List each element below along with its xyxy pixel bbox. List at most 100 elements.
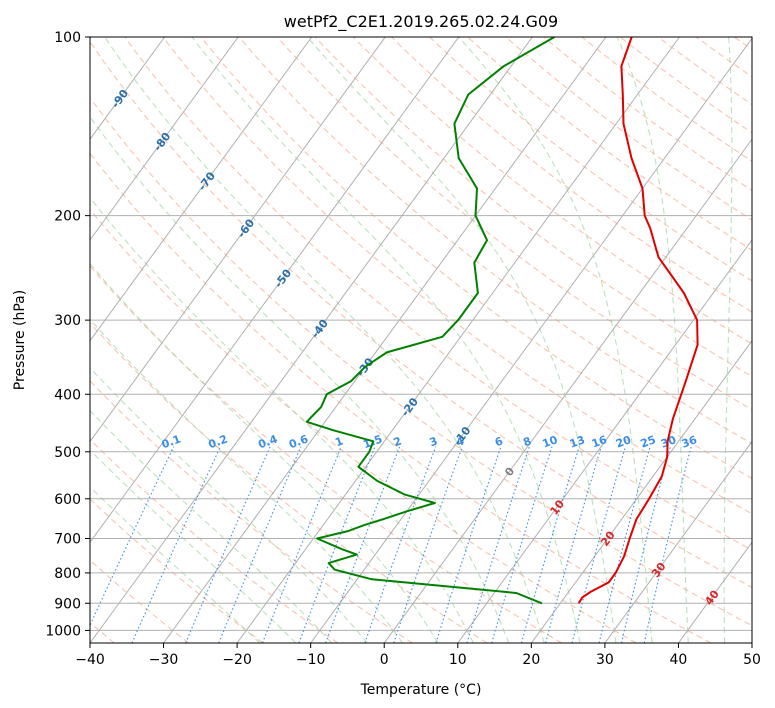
y-tick-label: 700: [54, 532, 81, 548]
isotherm-line: [90, 37, 386, 443]
mixing-ratio-line: [621, 446, 672, 643]
dry-adiabat-line: [162, 37, 752, 515]
mixing-ratio-label: 0.6: [287, 432, 310, 451]
moist-adiabat-line: [90, 449, 297, 643]
x-axis-label: Temperature (°C): [360, 682, 482, 698]
dry-adiabat-line: [429, 37, 752, 282]
mixing-ratio-line: [393, 446, 463, 643]
mixing-ratio-label: 6: [493, 434, 505, 449]
mixing-ratio-line: [185, 446, 271, 643]
mixing-ratio-label: 0.4: [256, 432, 279, 451]
x-tick-label: −30: [149, 652, 179, 668]
y-tick-label: 300: [54, 313, 81, 329]
chart-title: wetPf2_C2E1.2019.265.02.24.G09: [284, 12, 558, 32]
mixing-ratio-label: 16: [590, 433, 609, 451]
dry-adiabat-line: [353, 37, 752, 345]
mixing-ratio-label: 13: [568, 433, 587, 450]
isotherm-line: [604, 440, 752, 643]
y-tick-label: 600: [54, 492, 81, 508]
dry-adiabat-line: [90, 96, 752, 627]
x-tick-label: 20: [522, 652, 540, 668]
x-tick-label: −10: [296, 652, 326, 668]
moist-adiabat-line: [191, 37, 581, 643]
mixing-ratio-line: [90, 446, 175, 627]
isotherm-line: [90, 37, 313, 342]
dewpoint-profile-line: [305, 37, 555, 605]
mixing-ratio-label: 1: [333, 434, 345, 449]
dry-adiabat-line: [581, 37, 752, 162]
x-tick-label: −20: [222, 652, 252, 668]
isotherm-line: [457, 239, 752, 643]
isotherm-line: [90, 37, 166, 141]
mixing-ratio-label: 3: [428, 434, 440, 449]
isotherm-line: [530, 339, 752, 643]
dry-adiabat-line: [90, 498, 264, 643]
isotherm-line: [310, 37, 752, 643]
mixing-ratio-label: 20: [614, 433, 633, 451]
isotherm-line: [90, 37, 533, 643]
moist-adiabat-line: [90, 262, 439, 643]
mixing-ratio-label: 0.1: [160, 432, 183, 451]
isotherm-line: [751, 642, 752, 643]
dry-adiabat-line: [124, 37, 752, 551]
isotherm-label: -100: [60, 47, 87, 77]
y-tick-label: 1000: [45, 623, 81, 639]
mixing-ratio-line: [571, 446, 627, 643]
x-tick-label: 10: [449, 652, 467, 668]
mixing-ratio-line: [466, 446, 530, 643]
moist-adiabat-line: [90, 486, 261, 643]
moist-adiabat-line: [90, 410, 333, 643]
y-tick-label: 900: [54, 596, 81, 612]
isotherm-line: [90, 37, 239, 241]
y-tick-label: 500: [54, 445, 81, 461]
dry-adiabat-line: [90, 322, 488, 643]
mixing-ratio-line: [364, 446, 437, 643]
x-tick-label: 50: [743, 652, 761, 668]
moist-adiabat-line: [90, 115, 510, 643]
y-tick-label: 800: [54, 566, 81, 582]
moist-adiabat-line: [616, 37, 689, 643]
mixing-ratio-line: [520, 446, 580, 643]
y-tick-label: 400: [54, 387, 81, 403]
plot-background: [90, 37, 752, 643]
dry-adiabat-line: [238, 37, 752, 445]
x-tick-label: 0: [380, 652, 389, 668]
mixing-ratio-label: 8: [522, 434, 534, 449]
isotherm-line: [163, 37, 607, 643]
mixing-ratio-label: 25: [639, 433, 658, 450]
mixing-ratio-line: [218, 446, 302, 643]
dry-adiabat-line: [391, 37, 752, 313]
moist-adiabat-line: [90, 196, 474, 643]
mixing-ratio-label: 2: [392, 434, 404, 449]
background-lines: [90, 37, 752, 643]
mixing-ratio-line: [545, 446, 602, 643]
x-tick-label: 30: [596, 652, 614, 668]
mixing-ratio-line: [325, 446, 401, 643]
mixing-ratio-label: 30: [659, 433, 678, 451]
x-tick-label: 40: [670, 652, 688, 668]
mixing-ratio-label: 36: [680, 433, 699, 451]
dry-adiabat-line: [90, 208, 637, 643]
plot-frame: [89, 36, 753, 644]
axes: −40 −30 −20 −10 0 10 20 30 40 5010020030040050060…: [45, 30, 761, 668]
mixing-ratio-line: [598, 446, 651, 643]
y-tick-label: 100: [54, 30, 81, 46]
mixing-ratio-label: 0.2: [207, 432, 230, 451]
mixing-ratio-label: 4: [454, 434, 466, 449]
mixing-ratio-label: 10: [541, 433, 560, 451]
profile-series: [305, 37, 699, 605]
isotherm-line: [236, 37, 680, 643]
moist-adiabat-line: [723, 37, 733, 643]
y-tick-label: 200: [54, 209, 81, 225]
dry-adiabat-line: [90, 152, 712, 643]
x-tick-label: −40: [75, 652, 105, 668]
temperature-profile-line: [577, 37, 699, 604]
dry-adiabat-line: [90, 40, 752, 589]
isotherm-line: [383, 138, 752, 643]
moist-adiabat-line: [458, 37, 653, 643]
mixing-ratio-line: [491, 446, 553, 643]
moist-adiabat-line: [306, 37, 617, 643]
mixing-ratio-line: [435, 446, 502, 643]
y-axis-label: Pressure (hPa): [12, 290, 28, 390]
